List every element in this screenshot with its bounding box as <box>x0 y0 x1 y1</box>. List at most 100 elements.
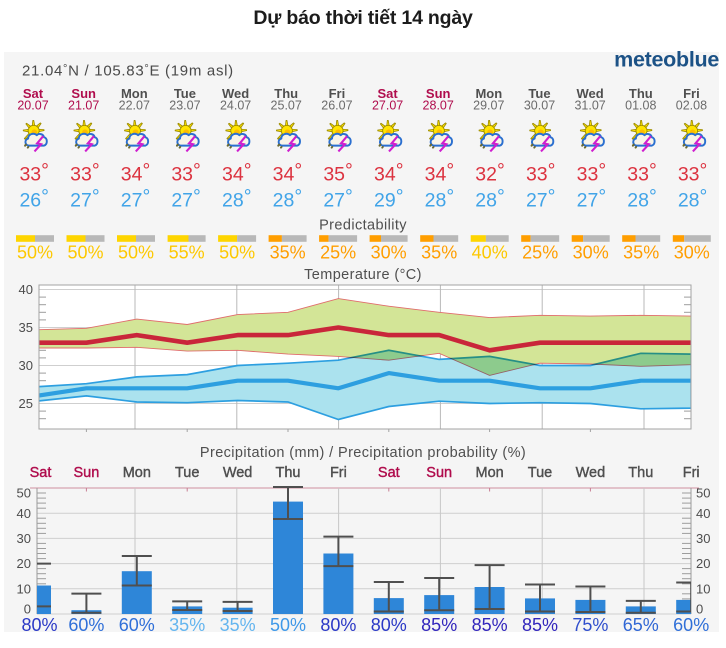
svg-text:Tue: Tue <box>528 465 552 481</box>
svg-text:34°: 34° <box>425 160 455 186</box>
svg-text:29°: 29° <box>374 186 404 212</box>
svg-text:50%: 50% <box>67 243 103 263</box>
svg-text:27°: 27° <box>70 186 100 212</box>
svg-text:Wed: Wed <box>222 86 249 101</box>
svg-text:Sun: Sun <box>73 465 99 481</box>
svg-text:28°: 28° <box>678 186 708 212</box>
svg-text:34°: 34° <box>222 160 252 186</box>
svg-text:0: 0 <box>24 602 31 617</box>
svg-text:50%: 50% <box>219 243 255 263</box>
svg-text:40: 40 <box>19 282 33 297</box>
svg-text:Thu: Thu <box>629 86 653 101</box>
svg-text:35°: 35° <box>323 160 353 186</box>
svg-text:30%: 30% <box>371 243 407 263</box>
svg-text:24.07: 24.07 <box>220 99 251 113</box>
svg-text:Sat: Sat <box>377 86 398 101</box>
svg-text:27.07: 27.07 <box>372 99 403 113</box>
svg-text:50: 50 <box>17 486 31 501</box>
svg-text:80%: 80% <box>371 615 407 635</box>
svg-text:50%: 50% <box>17 243 53 263</box>
svg-text:Sun: Sun <box>426 465 452 481</box>
svg-text:20: 20 <box>17 556 31 571</box>
svg-text:02.08: 02.08 <box>676 99 707 113</box>
svg-text:33°: 33° <box>171 160 201 186</box>
svg-text:21.04°N / 105.83°E (19m asl): 21.04°N / 105.83°E (19m asl) <box>22 63 234 80</box>
svg-text:Fri: Fri <box>330 465 347 481</box>
svg-text:Mon: Mon <box>123 465 151 481</box>
svg-text:Fri: Fri <box>683 465 700 481</box>
svg-text:Precipitation (mm) / Precipita: Precipitation (mm) / Precipitation proba… <box>200 445 526 461</box>
svg-text:10: 10 <box>17 581 31 596</box>
svg-text:Sat: Sat <box>30 465 52 481</box>
svg-text:28°: 28° <box>425 186 455 212</box>
svg-text:85%: 85% <box>421 615 457 635</box>
svg-text:25: 25 <box>19 396 33 411</box>
svg-text:Wed: Wed <box>576 465 606 481</box>
svg-text:80%: 80% <box>320 615 356 635</box>
svg-text:33°: 33° <box>70 160 100 186</box>
svg-text:Mon: Mon <box>475 86 502 101</box>
svg-text:31.07: 31.07 <box>574 99 605 113</box>
svg-text:25%: 25% <box>522 243 558 263</box>
svg-text:Sun: Sun <box>71 86 96 101</box>
svg-text:28°: 28° <box>627 186 657 212</box>
svg-text:30: 30 <box>696 531 710 546</box>
svg-text:25%: 25% <box>320 243 356 263</box>
svg-text:33°: 33° <box>678 160 708 186</box>
svg-text:Sat: Sat <box>378 465 400 481</box>
svg-text:60%: 60% <box>119 615 155 635</box>
svg-text:22.07: 22.07 <box>119 99 150 113</box>
svg-text:40: 40 <box>696 506 710 521</box>
svg-text:28°: 28° <box>222 186 252 212</box>
svg-text:50: 50 <box>696 486 710 501</box>
svg-text:20.07: 20.07 <box>17 99 48 113</box>
svg-text:30: 30 <box>17 531 31 546</box>
svg-text:meteoblue: meteoblue <box>614 48 719 72</box>
svg-text:32°: 32° <box>475 160 505 186</box>
svg-text:35%: 35% <box>220 615 256 635</box>
svg-text:27°: 27° <box>121 186 151 212</box>
svg-text:30.07: 30.07 <box>524 99 555 113</box>
svg-text:Tue: Tue <box>528 86 550 101</box>
svg-text:34°: 34° <box>121 160 151 186</box>
svg-text:80%: 80% <box>21 615 57 635</box>
svg-text:Wed: Wed <box>223 465 253 481</box>
svg-text:50%: 50% <box>270 615 306 635</box>
svg-text:27°: 27° <box>323 186 353 212</box>
svg-text:Fri: Fri <box>329 86 346 101</box>
svg-text:30%: 30% <box>573 243 609 263</box>
svg-text:20: 20 <box>696 556 710 571</box>
svg-text:Mon: Mon <box>121 86 148 101</box>
svg-text:85%: 85% <box>472 615 508 635</box>
svg-text:Tue: Tue <box>175 465 199 481</box>
svg-text:Dự báo thời tiết 14 ngày: Dự báo thời tiết 14 ngày <box>253 7 473 29</box>
svg-text:26.07: 26.07 <box>321 99 352 113</box>
svg-text:10: 10 <box>696 581 710 596</box>
svg-text:34°: 34° <box>273 160 303 186</box>
svg-text:50%: 50% <box>118 243 154 263</box>
svg-text:35%: 35% <box>270 243 306 263</box>
svg-text:60%: 60% <box>68 615 104 635</box>
svg-text:Thu: Thu <box>274 86 298 101</box>
svg-text:33°: 33° <box>526 160 556 186</box>
svg-text:25.07: 25.07 <box>271 99 302 113</box>
svg-text:28°: 28° <box>273 186 303 212</box>
svg-text:55%: 55% <box>169 243 205 263</box>
svg-text:34°: 34° <box>374 160 404 186</box>
svg-text:01.08: 01.08 <box>625 99 656 113</box>
svg-text:28.07: 28.07 <box>423 99 454 113</box>
svg-text:Tue: Tue <box>174 86 196 101</box>
svg-text:35%: 35% <box>421 243 457 263</box>
svg-text:65%: 65% <box>623 615 659 635</box>
svg-text:Mon: Mon <box>475 465 503 481</box>
svg-text:21.07: 21.07 <box>68 99 99 113</box>
svg-text:Thu: Thu <box>276 465 301 481</box>
svg-text:Thu: Thu <box>628 465 653 481</box>
svg-text:27°: 27° <box>526 186 556 212</box>
svg-text:0: 0 <box>696 602 703 617</box>
svg-text:35%: 35% <box>169 615 205 635</box>
svg-text:30%: 30% <box>674 243 710 263</box>
svg-text:30: 30 <box>19 358 33 373</box>
svg-text:26°: 26° <box>19 186 49 212</box>
svg-text:33°: 33° <box>577 160 607 186</box>
